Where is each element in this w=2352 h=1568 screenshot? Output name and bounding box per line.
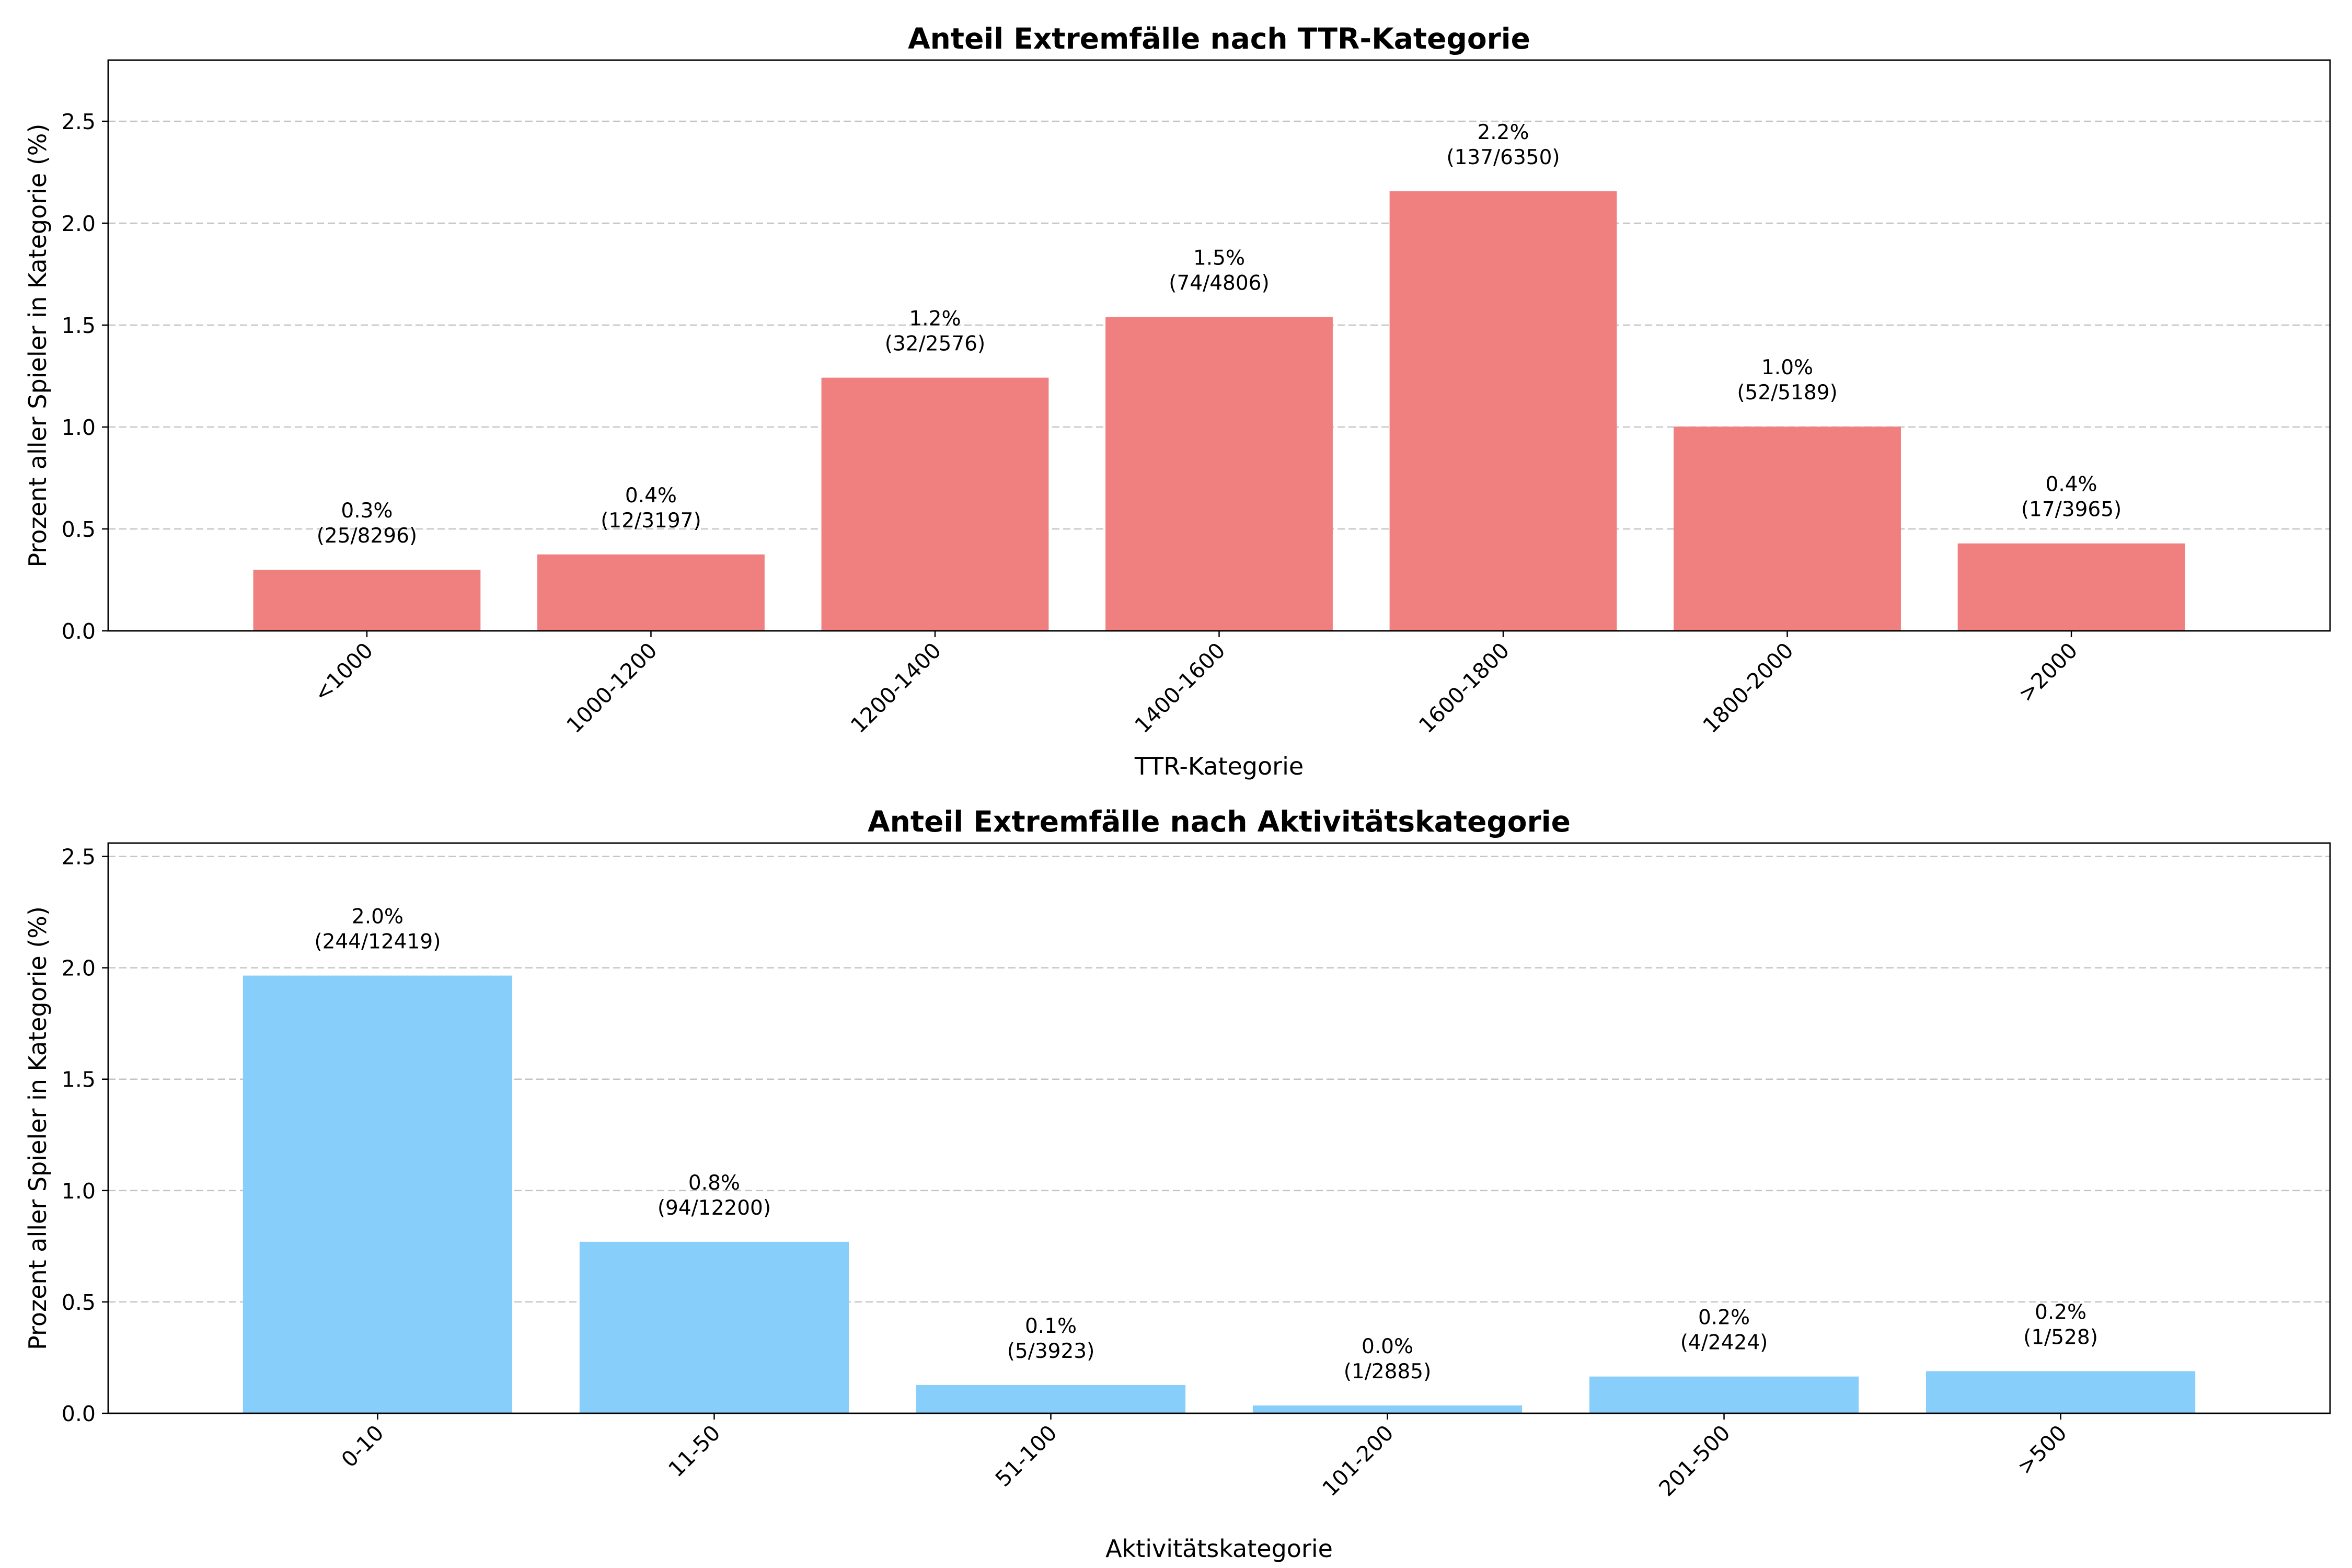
x-tick-label: 0-10 xyxy=(337,1420,389,1472)
x-tick-label: 201-500 xyxy=(1654,1420,1735,1501)
chart-activity-category: 0.0 0.5 1.0 1.5 2.0 2.5 2.0%(244/12419) 0-10 0.8… xyxy=(24,805,2331,1563)
y-tick-label: 1.5 xyxy=(62,1067,96,1092)
x-tick-label: >500 xyxy=(2012,1420,2072,1480)
bar-count-label: (244/12419) xyxy=(314,930,441,954)
bar-value-label: 0.2% xyxy=(2035,1300,2086,1324)
bar-0-10 xyxy=(243,975,513,1413)
x-tick-label: <1000 xyxy=(309,638,378,707)
chart-ttr-category: 0.0 0.5 1.0 1.5 2.0 2.5 0.3%(25/8296) <1000 0.4%… xyxy=(24,22,2331,780)
x-tick-label: 51-100 xyxy=(990,1420,1062,1492)
bar-value-label: 0.4% xyxy=(625,484,677,508)
bar-<1000 xyxy=(253,570,481,631)
bar-value-label: 0.2% xyxy=(1698,1306,1750,1330)
bar-count-label: (4/2424) xyxy=(1680,1331,1768,1355)
bar-value-label: 1.2% xyxy=(909,307,961,331)
x-tick-label: >2000 xyxy=(2013,638,2082,707)
bar-value-label: 0.1% xyxy=(1025,1315,1077,1338)
bar-51-100 xyxy=(916,1385,1186,1413)
y-tick-label: 0.5 xyxy=(62,1290,96,1315)
bar-1200-1400 xyxy=(821,377,1049,631)
x-tick-label: 11-50 xyxy=(663,1420,725,1482)
x-tick-label: 1600-1800 xyxy=(1414,638,1514,738)
bar->500 xyxy=(1926,1371,2196,1413)
bar-value-label: 1.5% xyxy=(1193,246,1245,270)
bar-1400-1600 xyxy=(1105,317,1333,631)
bar-1000-1200 xyxy=(537,554,765,631)
x-tick-label: 101-200 xyxy=(1318,1420,1399,1501)
x-tick-label: 1200-1400 xyxy=(846,638,946,738)
y-tick-label: 0.5 xyxy=(62,517,96,542)
y-tick-label: 2.5 xyxy=(62,845,96,870)
bar-value-label: 0.8% xyxy=(688,1171,740,1195)
bar-count-label: (5/3923) xyxy=(1007,1340,1095,1363)
bar-value-label: 0.4% xyxy=(2046,473,2097,497)
bar-value-label: 1.0% xyxy=(1761,356,1813,379)
bar-1800-2000 xyxy=(1674,426,1901,631)
bar-count-label: (32/2576) xyxy=(885,332,985,356)
y-tick-label: 1.5 xyxy=(62,313,96,338)
y-tick-label: 0.0 xyxy=(62,619,96,644)
bar-count-label: (94/12200) xyxy=(658,1196,771,1220)
bar-count-label: (74/4806) xyxy=(1169,271,1269,295)
bar-101-200 xyxy=(1252,1405,1523,1413)
chart-title: Anteil Extremfälle nach TTR-Kategorie xyxy=(908,22,1530,55)
bar->2000 xyxy=(1957,543,2185,631)
x-axis-label: Aktivitätskategorie xyxy=(1105,1535,1333,1563)
bar-count-label: (25/8296) xyxy=(317,524,417,548)
plot-frame xyxy=(107,842,2331,1414)
bar-count-label: (17/3965) xyxy=(2021,498,2122,522)
bar-value-label: 0.0% xyxy=(1362,1335,1413,1358)
y-tick-label: 2.5 xyxy=(62,109,96,134)
y-tick-label: 1.0 xyxy=(62,1179,96,1204)
bar-count-label: (1/528) xyxy=(2023,1325,2098,1349)
bar-value-label: 2.2% xyxy=(1477,121,1529,144)
y-tick-label: 2.0 xyxy=(62,956,96,981)
y-tick-label: 1.0 xyxy=(62,415,96,440)
bar-201-500 xyxy=(1589,1376,1859,1413)
y-axis-label: Prozent aller Spieler in Kategorie (%) xyxy=(24,124,52,568)
bar-11-50 xyxy=(579,1241,849,1413)
bar-1600-1800 xyxy=(1389,191,1617,631)
y-axis-label: Prozent aller Spieler in Kategorie (%) xyxy=(24,906,52,1350)
y-tick-label: 0.0 xyxy=(62,1401,96,1426)
bar-count-label: (137/6350) xyxy=(1446,146,1560,169)
bar-count-label: (1/2885) xyxy=(1344,1360,1432,1383)
y-tick-label: 2.0 xyxy=(62,211,96,236)
x-tick-label: 1800-2000 xyxy=(1698,638,1798,738)
bar-count-label: (12/3197) xyxy=(601,509,701,533)
x-axis-label: TTR-Kategorie xyxy=(1134,752,1304,780)
bar-count-label: (52/5189) xyxy=(1737,381,1837,405)
plot-frame xyxy=(107,59,2331,632)
bar-value-label: 2.0% xyxy=(352,905,403,929)
chart-title: Anteil Extremfälle nach Aktivitätskatego… xyxy=(868,805,1571,838)
x-tick-label: 1000-1200 xyxy=(562,638,662,738)
bar-value-label: 0.3% xyxy=(341,499,393,523)
x-tick-label: 1400-1600 xyxy=(1130,638,1230,738)
